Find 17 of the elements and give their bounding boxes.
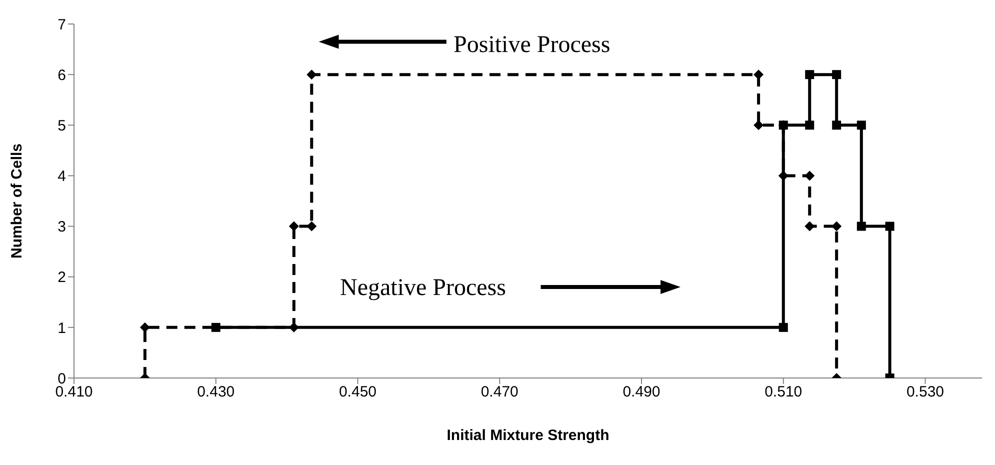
y-tick-label: 2	[58, 269, 66, 286]
x-tick-label: 0.530	[906, 384, 944, 401]
x-tick-label: 0.470	[480, 384, 518, 401]
x-tick-label: 0.450	[338, 384, 377, 401]
y-tick-label: 5	[58, 117, 66, 134]
x-tick-label: 0.510	[764, 384, 802, 401]
y-tick-label: 3	[58, 218, 66, 236]
y-tick-label: 7	[58, 16, 66, 34]
y-tick-label: 4	[58, 168, 66, 186]
annotation: Positive Process	[454, 32, 610, 58]
y-axis-title: Number of Cells	[8, 143, 26, 259]
annotation: Negative Process	[340, 274, 506, 301]
y-tick-label: 6	[58, 66, 66, 84]
x-tick-label: 0.490	[622, 384, 660, 401]
x-tick-label: 0.430	[197, 384, 235, 401]
x-axis-title: Initial Mixture Strength	[446, 427, 610, 444]
y-tick-label: 1	[58, 320, 66, 337]
